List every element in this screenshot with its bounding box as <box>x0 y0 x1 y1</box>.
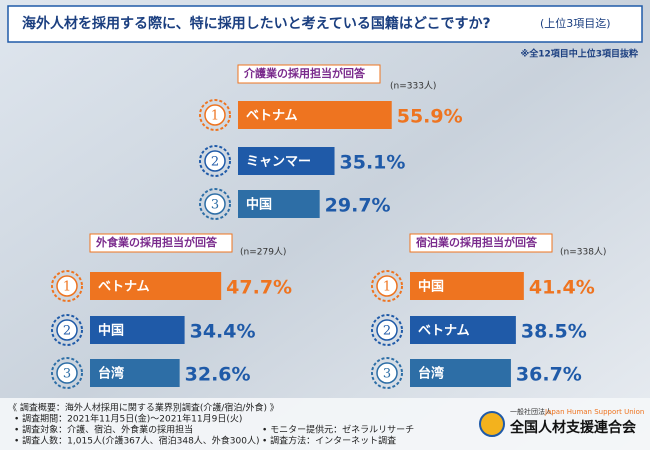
rank-medal <box>376 319 398 341</box>
title-box <box>7 5 643 43</box>
rank-label: 3 <box>63 367 71 382</box>
footer-line: • 調査人数：1,015人(介護367人、宿泊348人、外食300人) <box>14 435 260 447</box>
category-label: 中国 <box>98 323 124 339</box>
chart-title-box <box>89 233 233 253</box>
value-label: 55.9% <box>397 106 463 128</box>
chart-subtitle: (n=338人) <box>560 247 606 258</box>
category-label: ミャンマー <box>246 155 311 170</box>
note: ※全12項目中上位3項目抜粋 <box>520 48 638 60</box>
footer-line: • モニター提供元：ゼネラルリサーチ <box>262 424 414 436</box>
bar <box>90 359 180 387</box>
logo-org-type: 一般社団法人 <box>510 407 552 416</box>
rank-medal-ring <box>51 314 83 346</box>
chart-subtitle: (n=279人) <box>240 247 286 258</box>
bar <box>410 272 524 300</box>
logo-name: 全国人材支援連合会 <box>509 419 637 436</box>
rank-label: 1 <box>63 280 71 295</box>
rank-medal-ring <box>371 314 403 346</box>
category-label: 台湾 <box>98 366 124 382</box>
rank-medal <box>204 150 226 172</box>
rank-medal <box>56 319 78 341</box>
category-label: 台湾 <box>418 366 444 382</box>
footer-panel <box>0 398 650 450</box>
rank-medal <box>376 362 398 384</box>
category-label: ベトナム <box>98 280 150 295</box>
footer-line: • 調査対象：介護、宿泊、外食業の採用担当 <box>14 424 193 436</box>
rank-medal-ring <box>371 357 403 389</box>
chart-title-box <box>409 233 553 253</box>
value-label: 47.7% <box>226 277 292 299</box>
rank-medal <box>204 104 226 126</box>
category-label: 中国 <box>246 197 272 213</box>
category-label: ベトナム <box>246 109 298 124</box>
page-title: 海外人材を採用する際に、特に採用したいと考えている国籍はどこですか? <box>22 15 491 32</box>
rank-medal-ring <box>199 188 231 220</box>
value-label: 35.1% <box>340 152 406 174</box>
bar <box>238 190 320 218</box>
chart-title: 介護業の採用担当が回答 <box>243 66 366 80</box>
title-note: (上位3項目迄) <box>540 16 611 30</box>
chart-subtitle: (n=333人) <box>390 81 436 92</box>
rank-medal-ring <box>371 270 403 302</box>
category-label: ベトナム <box>418 324 470 339</box>
rank-medal-ring <box>51 357 83 389</box>
bar <box>410 316 516 344</box>
footer-line: • 調査方法：インターネット調査 <box>262 435 396 447</box>
logo-icon <box>479 411 505 437</box>
rank-medal <box>204 193 226 215</box>
value-label: 41.4% <box>529 277 595 299</box>
rank-medal <box>56 362 78 384</box>
rank-label: 3 <box>383 367 391 382</box>
bar <box>238 147 335 175</box>
rank-label: 3 <box>211 198 219 213</box>
chart-title: 外食業の採用担当が回答 <box>95 235 218 249</box>
chart-title: 宿泊業の採用担当が回答 <box>416 235 538 249</box>
value-label: 36.7% <box>516 364 582 386</box>
rank-label: 1 <box>383 280 391 295</box>
footer-line: 《 調査概要：海外人材採用に関する業界別調査(介護/宿泊/外食) 》 <box>8 402 279 414</box>
value-label: 29.7% <box>325 195 391 217</box>
bar <box>90 316 185 344</box>
rank-medal-ring <box>199 99 231 131</box>
category-label: 中国 <box>418 279 444 295</box>
rank-medal-ring <box>51 270 83 302</box>
bar <box>410 359 511 387</box>
rank-label: 1 <box>211 109 219 124</box>
rank-medal <box>56 275 78 297</box>
bar <box>90 272 222 300</box>
value-label: 32.6% <box>185 364 251 386</box>
logo-english: Japan Human Support Union <box>544 408 644 416</box>
value-label: 34.4% <box>190 321 256 343</box>
rank-label: 2 <box>211 155 219 170</box>
value-label: 38.5% <box>521 321 587 343</box>
chart-title-box <box>237 64 381 84</box>
rank-medal-ring <box>199 145 231 177</box>
footer-line: • 調査期間：2021年11月5日(金)～2021年11月9日(火) <box>14 413 242 425</box>
rank-medal <box>376 275 398 297</box>
rank-label: 2 <box>383 324 391 339</box>
bar <box>238 101 392 129</box>
rank-label: 2 <box>63 324 71 339</box>
